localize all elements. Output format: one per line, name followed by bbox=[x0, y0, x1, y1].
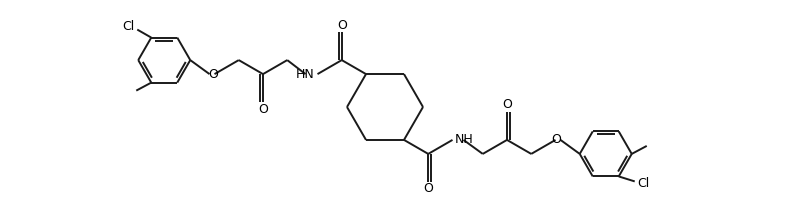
Text: O: O bbox=[258, 103, 268, 116]
Text: O: O bbox=[423, 182, 433, 195]
Text: O: O bbox=[552, 133, 561, 146]
Text: NH: NH bbox=[455, 133, 473, 146]
Text: HN: HN bbox=[296, 68, 315, 81]
Text: O: O bbox=[502, 98, 512, 111]
Text: Cl: Cl bbox=[122, 20, 135, 33]
Text: O: O bbox=[337, 19, 347, 32]
Text: Cl: Cl bbox=[637, 177, 650, 190]
Text: O: O bbox=[209, 68, 219, 81]
